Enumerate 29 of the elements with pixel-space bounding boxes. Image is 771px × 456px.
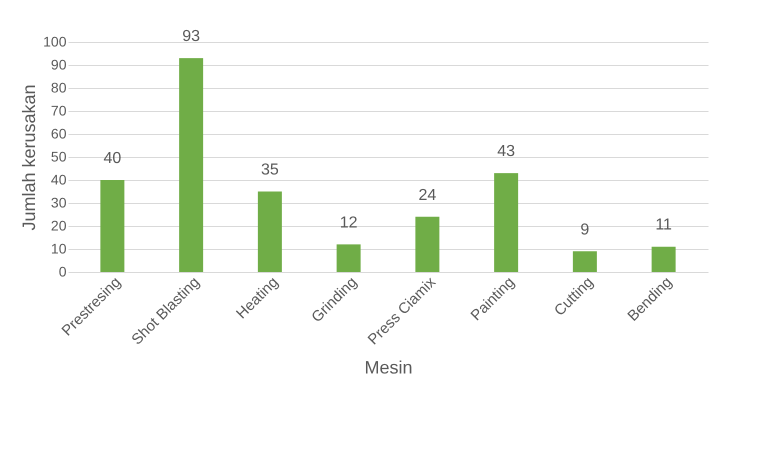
bar — [258, 192, 282, 272]
y-tick-label: 30 — [50, 194, 67, 210]
bar — [179, 58, 204, 272]
y-tick-label: 20 — [50, 218, 67, 234]
data-label: 93 — [182, 28, 200, 46]
y-tick-label: 10 — [50, 240, 67, 256]
y-axis-title: Jumlah kerusakan — [19, 84, 40, 231]
y-tick-label: 40 — [50, 172, 67, 188]
data-label: 35 — [260, 162, 279, 178]
y-tick-label: 90 — [50, 56, 67, 72]
y-tick-label: 60 — [50, 126, 67, 142]
bar — [572, 251, 597, 272]
data-label: 11 — [655, 216, 672, 234]
data-label: 43 — [497, 143, 516, 160]
bar — [415, 216, 440, 272]
y-tick-label: 70 — [50, 102, 67, 118]
y-tick-label: 100 — [43, 34, 67, 50]
data-label: 9 — [580, 221, 590, 238]
data-label: 40 — [103, 150, 122, 167]
x-axis-title: Mesin — [364, 358, 413, 378]
data-label: 12 — [340, 214, 358, 232]
data-label: 24 — [418, 186, 436, 204]
bar — [494, 173, 518, 272]
y-tick-label: 0 — [58, 264, 67, 280]
y-tick-label: 80 — [50, 80, 67, 96]
y-tick-label: 50 — [50, 148, 67, 164]
bar — [336, 244, 361, 272]
bar — [100, 180, 124, 272]
bar — [652, 246, 676, 272]
